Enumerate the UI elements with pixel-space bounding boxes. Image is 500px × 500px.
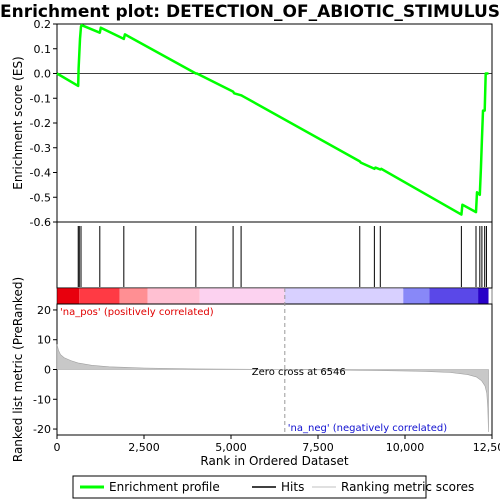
metric-y-tick-label: 20 xyxy=(37,304,51,317)
x-tick-label: 7,500 xyxy=(302,441,334,454)
es-y-tick-label: -0.3 xyxy=(30,142,51,155)
x-tick-label: 5,000 xyxy=(215,441,247,454)
legend-item-label: Enrichment profile xyxy=(109,480,220,494)
heatmap-segment xyxy=(57,288,80,304)
x-tick-label: 10,000 xyxy=(386,441,425,454)
es-y-tick-label: -0.5 xyxy=(30,191,51,204)
es-y-axis-label: Enrichment score (ES) xyxy=(11,56,25,189)
legend-item-label: Hits xyxy=(281,480,304,494)
negative-correlation-label: 'na_neg' (negatively correlated) xyxy=(288,423,447,434)
ranking-metric-area xyxy=(56,344,489,433)
metric-y-tick-label: 10 xyxy=(37,334,51,347)
heatmap-segment xyxy=(284,288,404,304)
hits-panel-frame xyxy=(56,221,493,289)
x-tick-label: 2,500 xyxy=(128,441,160,454)
es-plot-frame xyxy=(56,23,493,223)
enrichment-profile-line xyxy=(56,23,489,216)
es-y-tick-label: -0.2 xyxy=(30,117,51,130)
metric-y-tick-label: -10 xyxy=(33,393,51,406)
positive-correlation-label: 'na_pos' (positively correlated) xyxy=(60,307,214,318)
x-tick-label: 12,500 xyxy=(473,441,500,454)
heatmap-segment xyxy=(79,288,120,304)
heatmap-segment xyxy=(429,288,479,304)
metric-y-tick-label: 0 xyxy=(44,364,51,377)
es-y-tick-label: 0.1 xyxy=(34,43,52,56)
zero-cross-label: Zero cross at 6546 xyxy=(252,367,346,378)
metric-y-axis-label: Ranked list metric (PreRanked) xyxy=(11,277,25,462)
legend-item-label: Ranking metric scores xyxy=(341,480,474,494)
heatmap-segment xyxy=(478,288,489,304)
legend-box xyxy=(72,475,427,499)
x-axis-label: Rank in Ordered Dataset xyxy=(200,454,348,468)
metric-y-tick-label: -20 xyxy=(33,423,51,436)
chart-title: Enrichment plot: DETECTION_OF_ABIOTIC_ST… xyxy=(0,2,500,22)
heatmap-segment xyxy=(403,288,430,304)
es-y-tick-label: -0.4 xyxy=(30,167,51,180)
es-y-tick-label: 0.2 xyxy=(34,18,52,31)
heatmap-segment xyxy=(147,288,200,304)
heatmap-segment xyxy=(199,288,285,304)
heatmap-segment xyxy=(119,288,148,304)
es-y-tick-label: 0.0 xyxy=(34,68,52,81)
es-y-tick-label: -0.1 xyxy=(30,92,51,105)
es-y-tick-label: -0.6 xyxy=(30,216,51,229)
x-tick-label: 0 xyxy=(54,441,61,454)
